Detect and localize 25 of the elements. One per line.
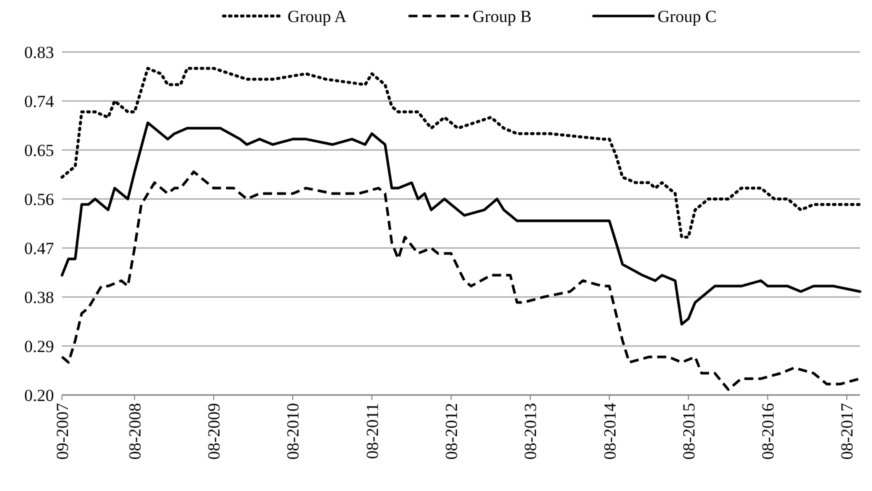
x-tick-label: 08-2015	[679, 403, 698, 460]
x-tick-label: 08-2014	[600, 402, 620, 460]
y-tick-label: 0.47	[24, 238, 54, 258]
legend-label: Group C	[658, 6, 717, 26]
y-tick-label: 0.83	[24, 42, 54, 62]
legend-label: Group A	[288, 6, 348, 26]
legend-label: Group B	[472, 6, 532, 26]
y-tick-label: 0.38	[24, 288, 54, 307]
x-tick-label: 08-2013	[521, 403, 540, 460]
x-tick-label: 08-2008	[126, 403, 145, 460]
y-tick-label: 0.65	[24, 140, 54, 160]
line-series	[60, 66, 862, 239]
line-series	[60, 121, 862, 326]
x-tick-label: 08-2009	[204, 403, 224, 460]
y-tick-label: 0.29	[24, 336, 54, 356]
x-tick-label: 08-2012	[442, 403, 462, 460]
x-tick-label: 08-2010	[284, 403, 303, 460]
line-series	[60, 170, 862, 391]
x-tick-label: 08-2017	[838, 402, 857, 460]
x-tick-label: 08-2011	[362, 403, 382, 460]
x-tick-label: 08-2016	[758, 403, 778, 460]
x-tick-label: 09-2007	[52, 402, 72, 460]
y-tick-label: 0.20	[24, 386, 54, 405]
y-tick-label: 0.74	[24, 92, 54, 111]
y-tick-label: 0.56	[24, 190, 54, 209]
